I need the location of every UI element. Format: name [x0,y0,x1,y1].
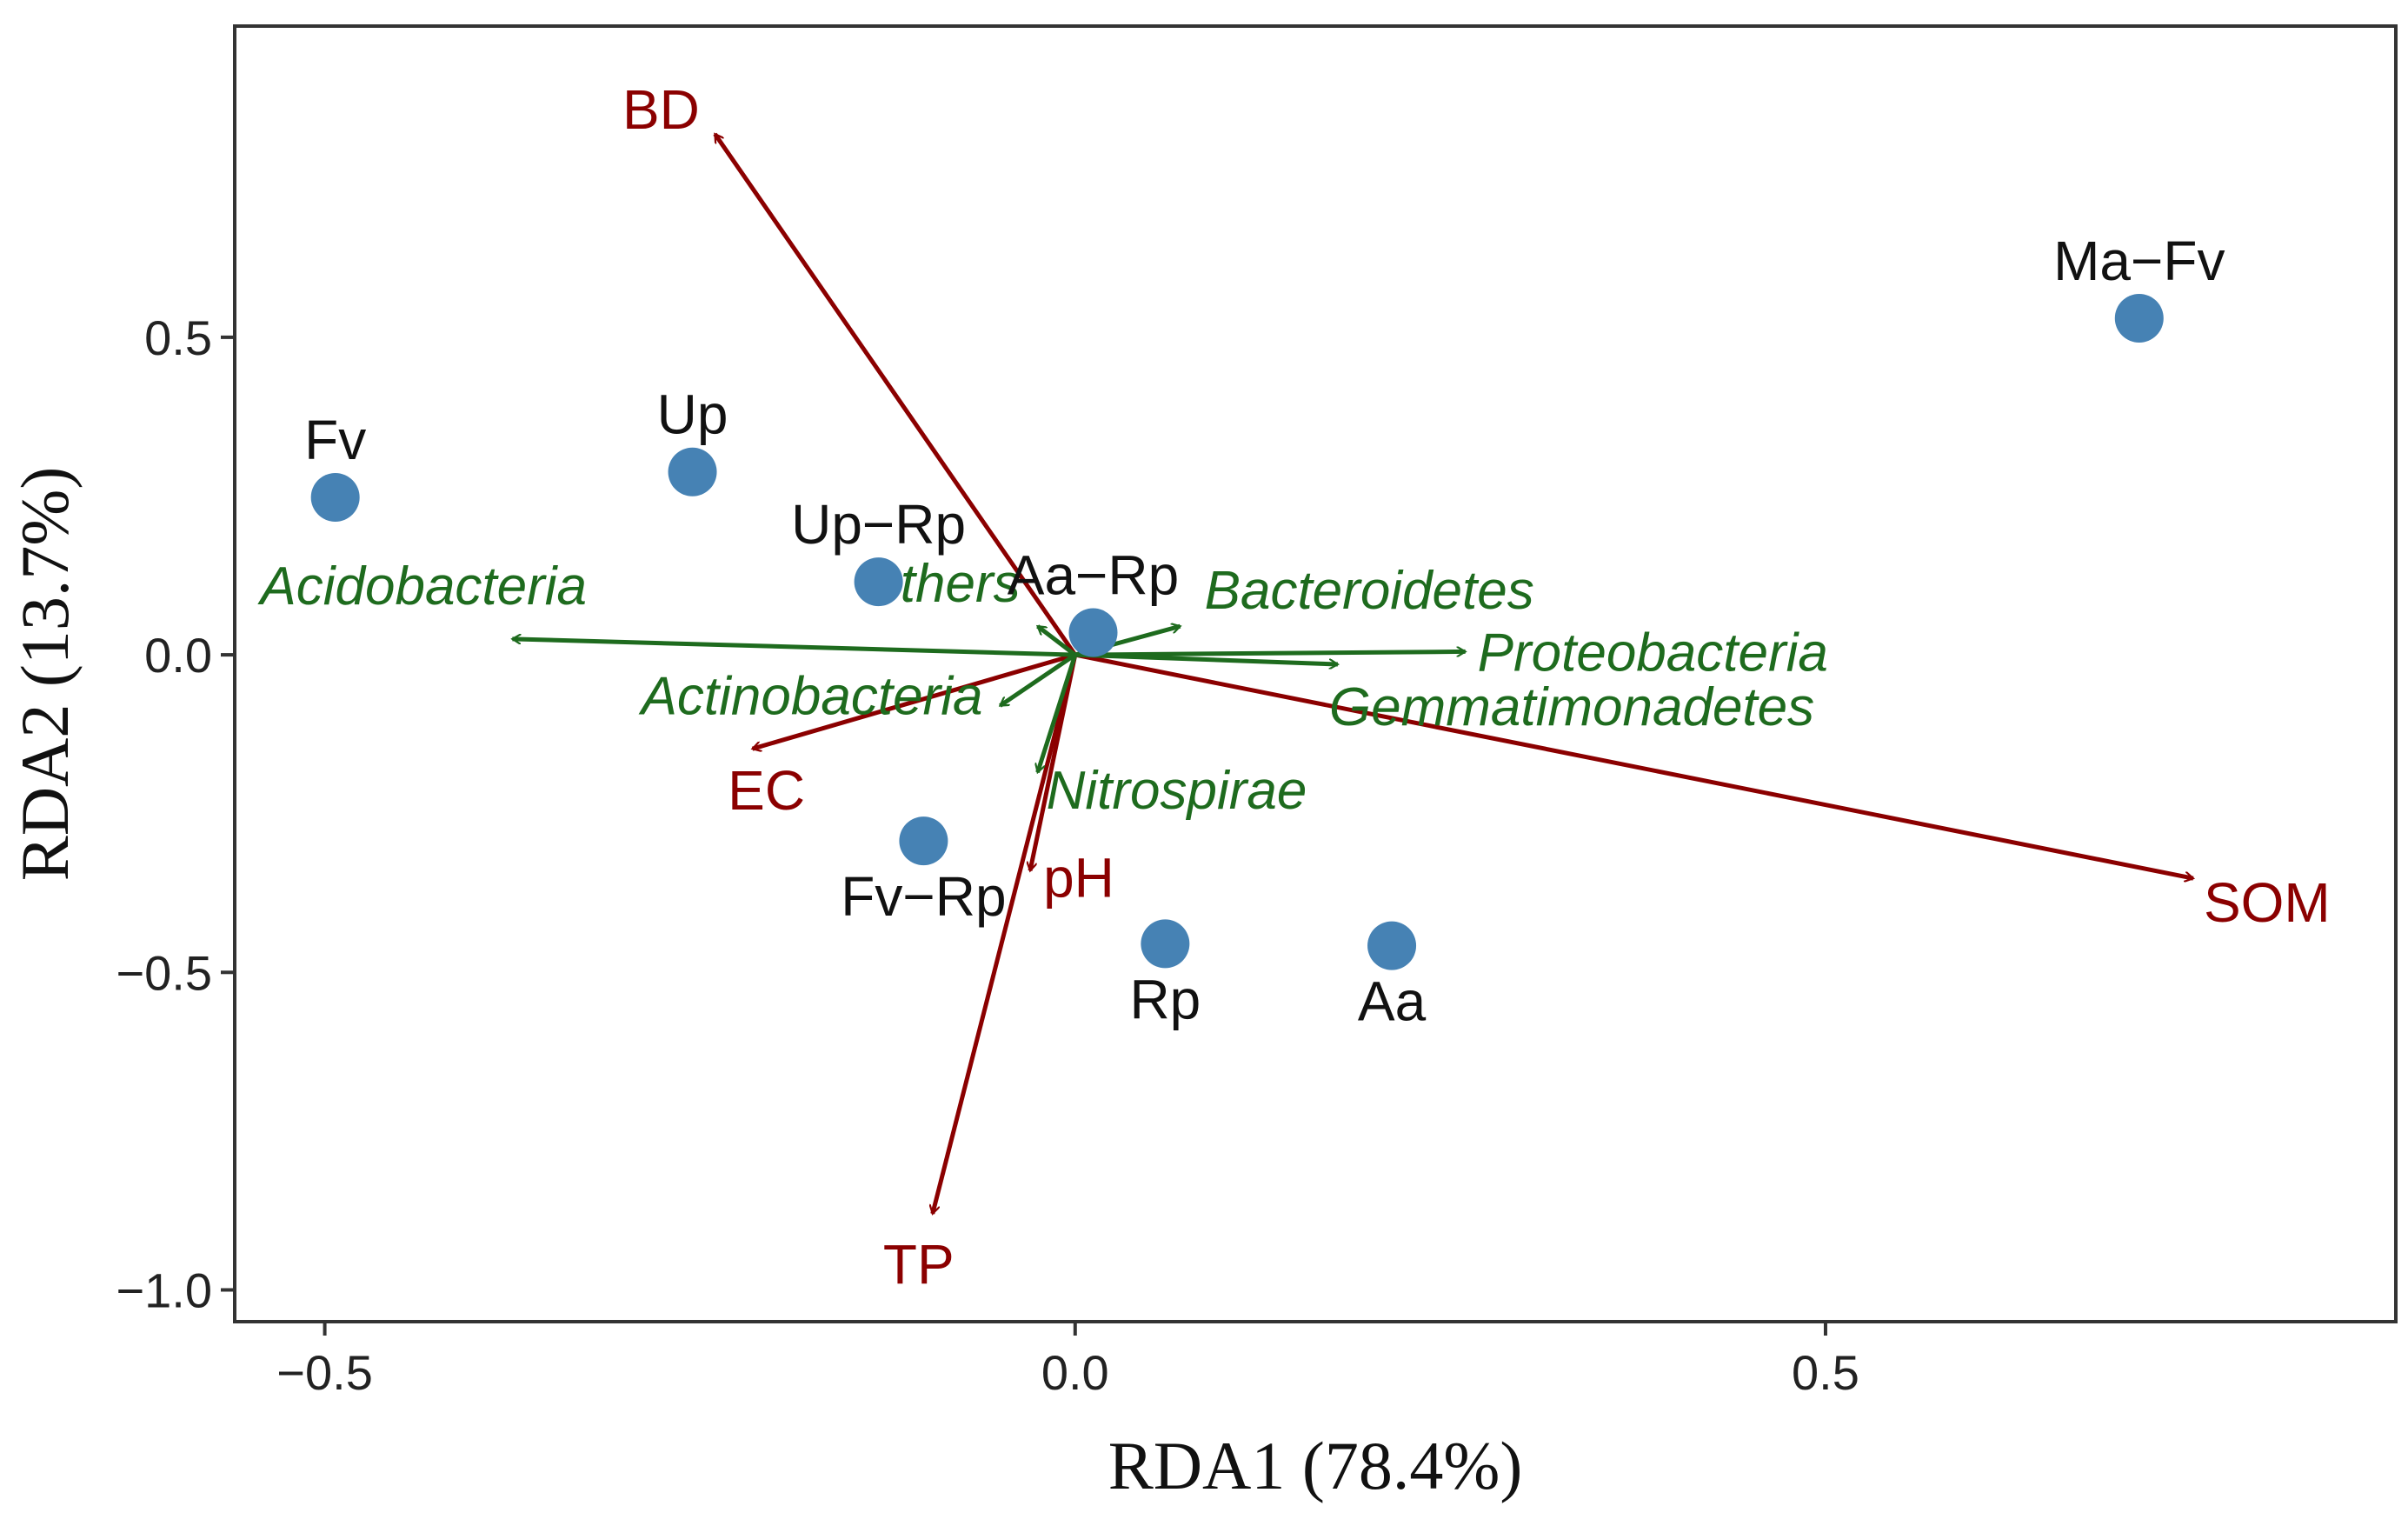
site-label-fv-rp: Fv−Rp [841,865,1006,928]
env-arrow-bd [713,134,1077,656]
env-arrow-tp [933,654,1078,1214]
x-tick-label: 0.5 [1792,1345,1859,1400]
site-label-fv: Fv [304,409,366,471]
env-label-ec: EC [728,759,805,822]
environmental-vectors: BD SOM EC pH TP [622,78,2331,1296]
site-point-aa-rp [1068,608,1118,657]
taxa-arrow-actinobacteria [1000,653,1077,708]
site-points: Fv Up Up−Rp Aa−Rp Ma−Fv Fv−Rp Rp Aa [304,230,2225,1033]
taxa-arrow-others [1038,624,1077,657]
plot-frame [233,24,2398,1323]
site-label-aa-rp: Aa−Rp [1008,544,1179,607]
env-label-ph: pH [1043,846,1114,909]
site-label-ma-fv: Ma−Fv [2053,230,2225,292]
site-point-fv [310,472,360,522]
taxa-arrow-acidobacteria [512,639,1075,657]
taxa-arrow-gemmatimonadetes [1074,652,1338,664]
env-label-tp: TP [883,1233,955,1296]
x-tick-label: 0.0 [1041,1345,1109,1400]
env-label-som: SOM [2204,871,2331,934]
taxa-label-bacteroidetes: Bacteroidetes [1205,561,1534,621]
site-point-ma-fv [2114,293,2164,343]
site-label-rp: Rp [1129,968,1201,1030]
y-tick-label: 0.5 [144,310,212,365]
taxa-arrow-proteobacteria [1074,651,1466,657]
site-point-fv-rp [899,816,948,866]
site-point-rp [1141,919,1190,969]
x-axis: −0.5 0.0 0.5 [276,1322,1859,1400]
y-tick-label: −0.5 [116,945,212,1000]
taxa-label-actinobacteria: Actinobacteria [638,667,983,727]
y-tick-label: −1.0 [116,1263,212,1317]
taxa-vectors: Acidobacteria Others BacteroidetesProteoba… [256,554,1828,821]
y-tick-label: 0.0 [144,628,212,683]
taxa-arrow-nitrospirae [1038,654,1078,772]
y-axis-title: RDA2 (13.7%) [7,467,83,882]
site-label-up: Up [657,383,728,446]
site-point-up [668,447,717,496]
x-tick-label: −0.5 [276,1345,373,1400]
site-label-aa: Aa [1358,970,1427,1033]
env-arrow-som [1074,652,2193,878]
site-point-up-rp [854,557,903,607]
taxa-label-gemmatimonadetes: Gemmatimonadetes [1329,677,1814,737]
env-label-bd: BD [622,78,700,141]
site-point-aa [1367,921,1417,970]
taxa-label-acidobacteria: Acidobacteria [256,556,587,616]
taxa-label-proteobacteria: Proteobacteria [1478,623,1828,683]
site-label-up-rp: Up−Rp [791,493,966,556]
env-arrow-ec [753,652,1076,749]
x-axis-title: RDA1 (78.4%) [1108,1428,1523,1503]
y-axis: 0.5 0.0 −0.5 −1.0 [116,310,235,1317]
taxa-label-nitrospirae: Nitrospirae [1047,761,1307,821]
